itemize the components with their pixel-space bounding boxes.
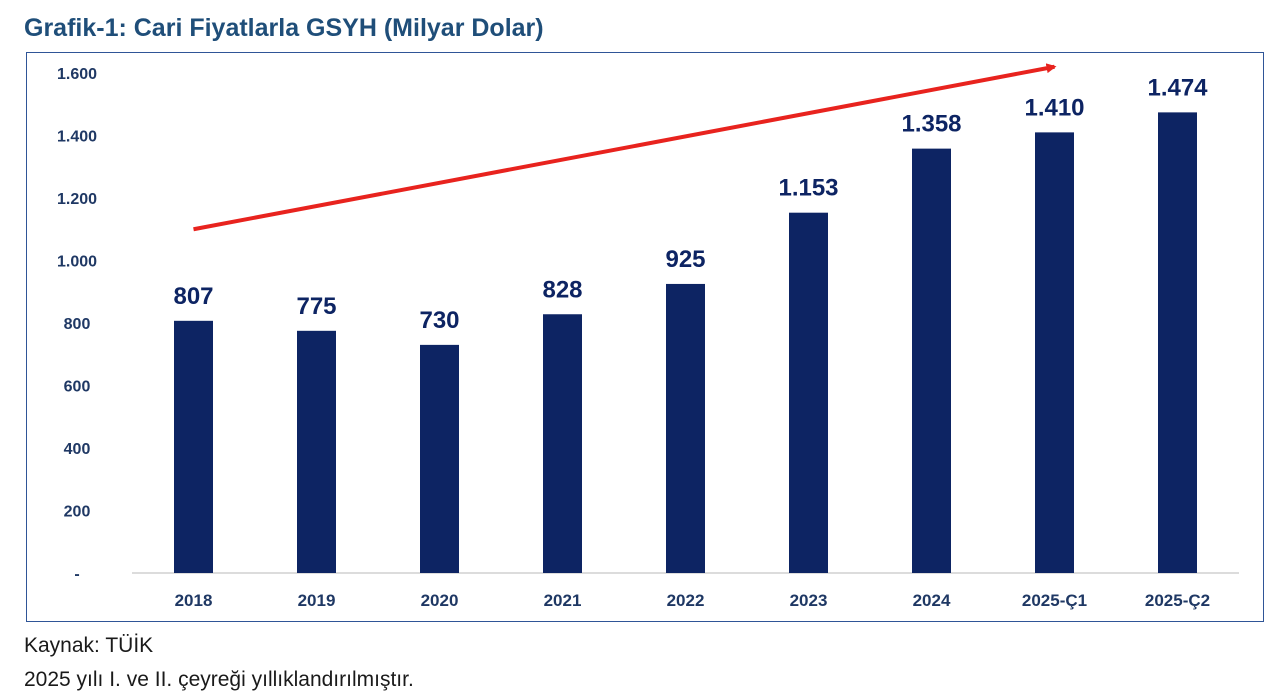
x-tick-label: 2025-Ç1: [1022, 591, 1087, 610]
x-tick-label: 2023: [790, 591, 828, 610]
bar: [1035, 132, 1074, 573]
bar: [1158, 112, 1197, 573]
y-tick-label: 1.600: [57, 66, 97, 83]
x-tick-label: 2018: [175, 591, 213, 610]
y-tick-label: -: [74, 566, 79, 583]
bar: [789, 212, 828, 573]
data-label: 807: [173, 283, 213, 310]
data-label: 1.410: [1024, 94, 1084, 121]
x-tick-label: 2020: [421, 591, 459, 610]
x-axis: 2018 2019 2020 2021 2022 2023 2024 2025-Ç1 2025-…: [132, 572, 1239, 610]
data-label: 730: [419, 307, 459, 334]
y-axis: - 200 400 600 800 1.000 1.200 1.400 1.600: [57, 66, 97, 583]
y-tick-label: 400: [64, 441, 91, 458]
x-tick-label: 2022: [667, 591, 705, 610]
bar: [420, 344, 459, 573]
trend-arrow: [193, 63, 1057, 232]
x-tick-label: 2019: [298, 591, 336, 610]
bar: [297, 330, 336, 573]
x-tick-label: 2025-Ç2: [1145, 591, 1210, 610]
data-label: 1.153: [778, 175, 838, 202]
data-label: 1.358: [901, 111, 961, 138]
bar: [174, 320, 213, 573]
data-label: 1.474: [1147, 74, 1208, 101]
annotations: [193, 63, 1057, 232]
y-tick-label: 600: [64, 379, 91, 396]
bar: [912, 148, 951, 573]
bar: [543, 314, 582, 573]
data-labels: 807 775 730 828 925 1.153 1.358 1.410 1.474: [173, 74, 1208, 334]
bars: [174, 112, 1197, 573]
y-tick-label: 1.200: [57, 191, 97, 208]
bar: [666, 283, 705, 573]
chart-title: Grafik-1: Cari Fiyatlarla GSYH (Milyar D…: [24, 14, 544, 42]
x-tick-label: 2021: [544, 591, 582, 610]
y-tick-label: 1.400: [57, 129, 97, 146]
footnote: 2025 yılı I. ve II. çeyreği yıllıklandır…: [24, 668, 414, 691]
data-label: 775: [296, 293, 336, 320]
y-tick-label: 1.000: [57, 254, 97, 271]
y-tick-label: 200: [64, 504, 91, 521]
y-tick-label: 800: [64, 316, 91, 333]
data-label: 925: [665, 246, 705, 273]
chart-frame: -200 400 600 800 1.000 1.200 1.400 1.600 2018 20…: [26, 52, 1264, 622]
source-note: Kaynak: TÜİK: [24, 634, 154, 657]
x-tick-label: 2024: [913, 591, 951, 610]
data-label: 828: [542, 276, 582, 303]
